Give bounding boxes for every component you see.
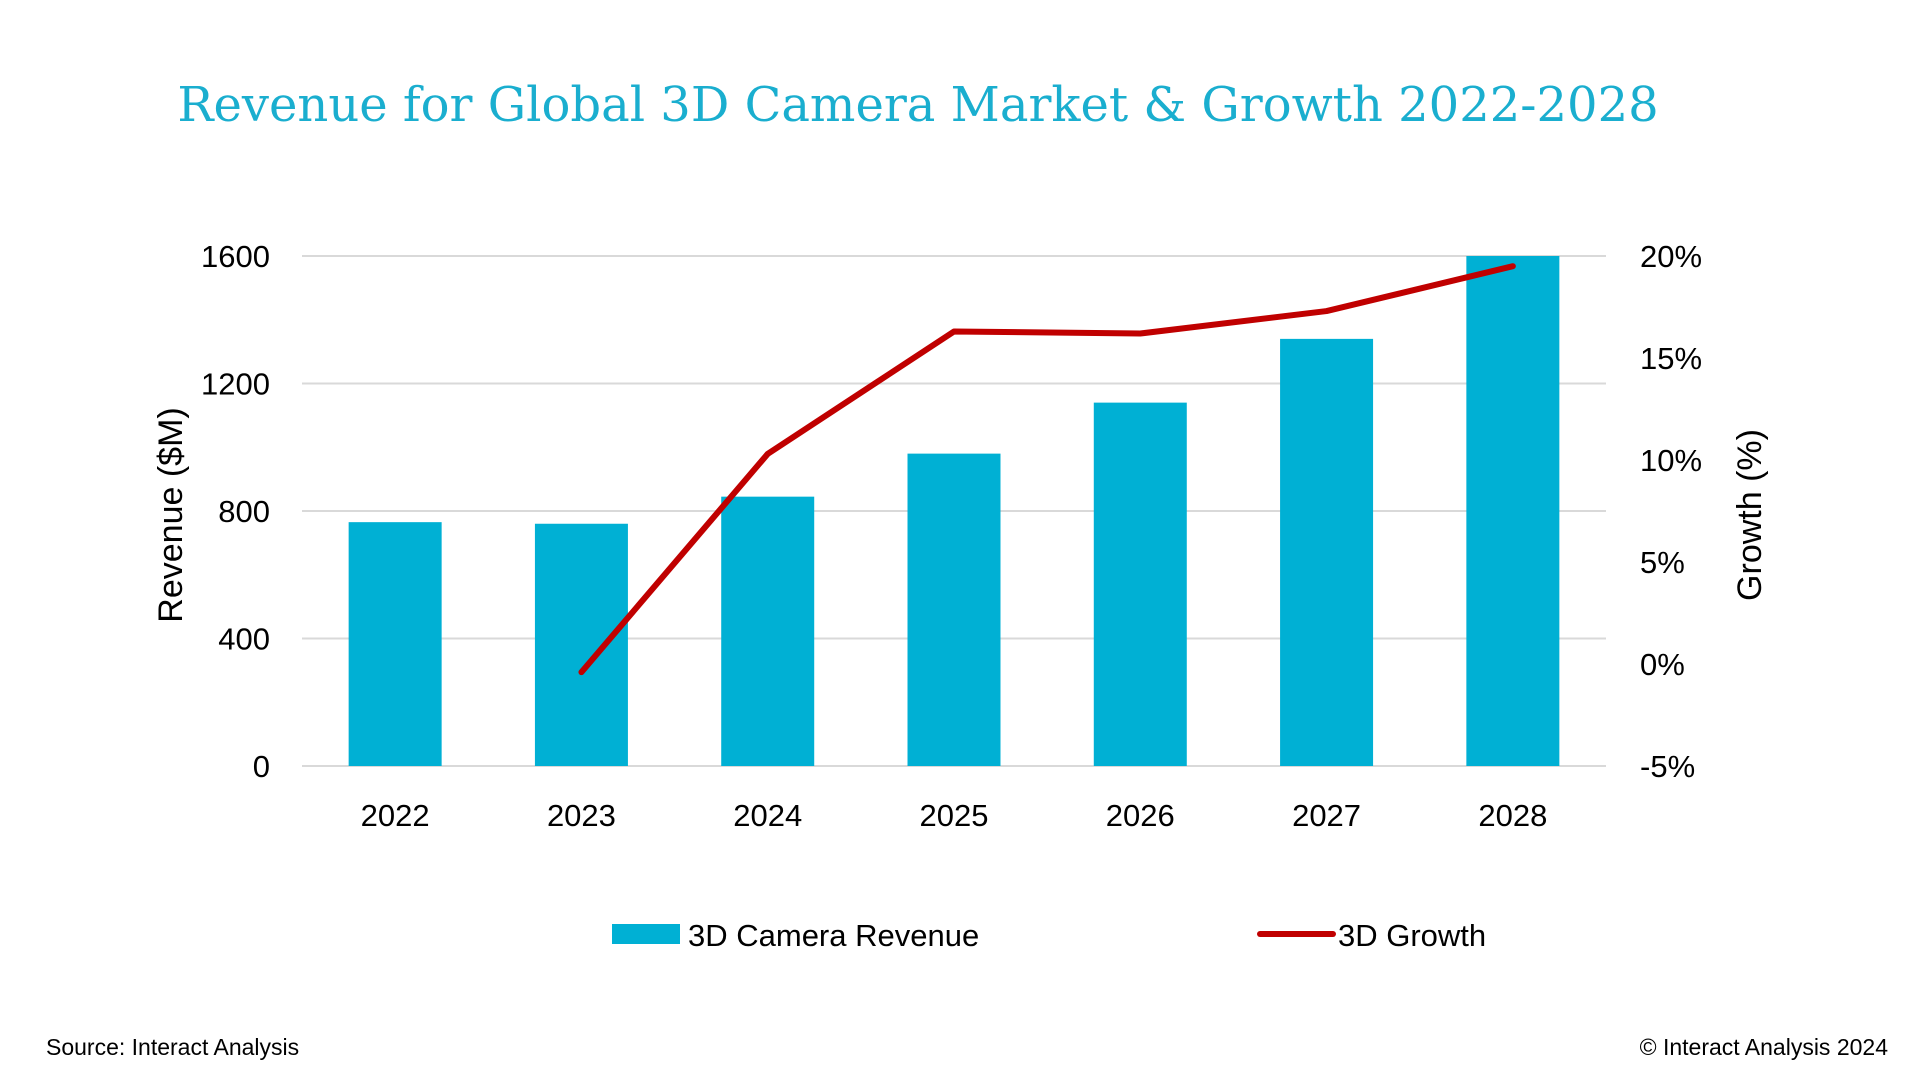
copyright-note: © Interact Analysis 2024	[1640, 1034, 1889, 1060]
x-tick-label: 2023	[547, 798, 616, 833]
bar-2028	[1466, 256, 1560, 766]
x-tick-label: 2027	[1292, 798, 1361, 833]
y-tick-label: 400	[218, 622, 270, 657]
right-axis-ticks: -5% 0% 5% 10% 15% 20%	[1640, 239, 1702, 784]
y2-tick-label: 20%	[1640, 239, 1702, 274]
bar-2025	[907, 453, 1001, 766]
y-tick-label: 0	[253, 749, 270, 784]
growth-point	[766, 452, 769, 455]
y-tick-label: 800	[218, 494, 270, 529]
left-axis-ticks: 0 400 800 1200 1600	[201, 239, 270, 784]
growth-line	[578, 263, 1516, 676]
x-tick-label: 2022	[361, 798, 430, 833]
line-series	[578, 263, 1516, 676]
x-tick-label: 2028	[1478, 798, 1547, 833]
y2-tick-label: 0%	[1640, 647, 1685, 682]
y-axis-title: Revenue ($M)	[152, 407, 190, 622]
y-tick-label: 1600	[201, 239, 270, 274]
bar-2026	[1093, 402, 1187, 766]
y2-tick-label: 15%	[1640, 341, 1702, 376]
bar-2027	[1280, 338, 1374, 766]
legend-label-growth: 3D Growth	[1338, 918, 1486, 953]
growth-point	[580, 671, 583, 674]
bar-2022	[348, 522, 442, 766]
x-tick-label: 2024	[733, 798, 802, 833]
y-tick-label: 1200	[201, 367, 270, 402]
x-tick-label: 2025	[920, 798, 989, 833]
growth-point	[1325, 310, 1328, 313]
y2-tick-label: -5%	[1640, 749, 1695, 784]
growth-point	[1139, 332, 1142, 335]
y2-tick-label: 10%	[1640, 443, 1702, 478]
x-tick-label: 2026	[1106, 798, 1175, 833]
legend: 3D Camera Revenue 3D Growth	[612, 918, 1486, 953]
bar-2024	[721, 496, 815, 766]
chart-title: Revenue for Global 3D Camera Market & Gr…	[177, 77, 1658, 133]
bar-2023	[534, 523, 628, 766]
bar-series	[348, 256, 1560, 766]
growth-point	[953, 330, 955, 333]
source-note: Source: Interact Analysis	[46, 1034, 299, 1060]
legend-swatch-revenue	[612, 924, 680, 944]
growth-point	[1511, 265, 1514, 268]
y2-axis-title: Growth (%)	[1731, 429, 1769, 601]
y2-tick-label: 5%	[1640, 545, 1685, 580]
legend-label-revenue: 3D Camera Revenue	[688, 918, 979, 953]
x-axis-ticks: 2022 2023 2024 2025 2026 2027 2028	[361, 798, 1548, 833]
